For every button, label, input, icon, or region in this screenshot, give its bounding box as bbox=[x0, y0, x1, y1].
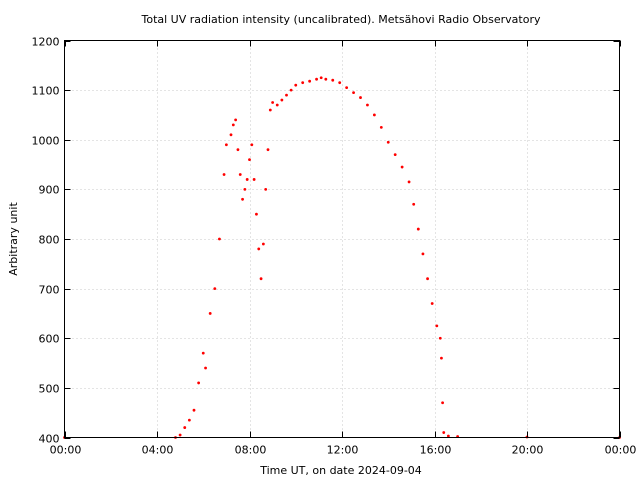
data-point bbox=[442, 431, 446, 434]
data-point bbox=[192, 408, 196, 412]
data-point bbox=[331, 78, 335, 82]
data-point bbox=[183, 426, 187, 429]
data-point bbox=[345, 86, 349, 90]
x-tick-label: 00:00 bbox=[50, 444, 82, 457]
data-point bbox=[208, 312, 212, 315]
data-point bbox=[441, 401, 444, 405]
data-point bbox=[407, 180, 411, 184]
data-point bbox=[416, 227, 420, 231]
chart-title: Total UV radiation intensity (uncalibrat… bbox=[141, 13, 541, 26]
x-tick-label: 16:00 bbox=[420, 444, 452, 457]
data-point bbox=[222, 173, 226, 176]
data-point bbox=[308, 79, 312, 83]
data-point bbox=[280, 98, 284, 102]
data-point bbox=[338, 81, 342, 85]
data-point bbox=[315, 77, 318, 81]
y-tick-label: 600 bbox=[39, 333, 60, 346]
data-point bbox=[261, 242, 265, 246]
data-points bbox=[63, 76, 621, 439]
axes: 400 500 600 700 800 900 1000 1100 1200 00:00 04:00… bbox=[32, 36, 637, 457]
data-point bbox=[234, 118, 238, 122]
x-tick-label: 12:00 bbox=[327, 444, 359, 457]
data-point bbox=[259, 277, 263, 281]
data-point bbox=[438, 336, 442, 340]
data-point bbox=[352, 91, 355, 95]
y-tick-label: 1200 bbox=[32, 36, 60, 49]
x-tick-label: 08:00 bbox=[235, 444, 267, 457]
data-point bbox=[294, 83, 298, 87]
data-point bbox=[178, 433, 182, 437]
data-point bbox=[243, 187, 247, 191]
data-point bbox=[421, 252, 425, 256]
data-point bbox=[245, 178, 249, 181]
data-point bbox=[440, 356, 443, 360]
data-point bbox=[236, 148, 240, 152]
data-point bbox=[197, 381, 201, 385]
data-point bbox=[224, 143, 228, 147]
data-point bbox=[248, 158, 251, 162]
y-tick-label: 800 bbox=[39, 234, 60, 247]
data-point bbox=[204, 366, 207, 370]
x-tick-label: 00:00 bbox=[605, 444, 637, 457]
y-tick-label: 700 bbox=[39, 284, 60, 297]
data-point bbox=[393, 153, 397, 157]
data-point bbox=[435, 324, 439, 328]
data-point bbox=[319, 76, 323, 80]
data-point bbox=[446, 434, 450, 438]
data-point bbox=[359, 96, 362, 99]
data-point bbox=[255, 212, 258, 216]
data-point bbox=[400, 165, 404, 169]
data-point bbox=[412, 202, 416, 206]
data-point bbox=[275, 103, 279, 107]
data-point bbox=[257, 247, 261, 251]
data-point bbox=[187, 418, 191, 422]
data-point bbox=[238, 173, 242, 176]
x-tick-label: 04:00 bbox=[142, 444, 174, 457]
data-point bbox=[252, 178, 256, 181]
data-point bbox=[218, 237, 221, 241]
data-point bbox=[372, 113, 376, 117]
grid-lines bbox=[64, 40, 620, 438]
y-tick-label: 1100 bbox=[32, 85, 60, 98]
data-point bbox=[264, 187, 268, 191]
data-point bbox=[289, 88, 293, 92]
y-tick-label: 1000 bbox=[32, 135, 60, 148]
y-tick-label: 900 bbox=[39, 184, 60, 197]
data-point bbox=[268, 108, 272, 112]
x-axis-label: Time UT, on date 2024-09-04 bbox=[259, 464, 422, 477]
plot-frame bbox=[64, 40, 620, 438]
y-tick-label: 400 bbox=[39, 433, 60, 446]
data-point bbox=[266, 148, 270, 152]
y-tick-label: 500 bbox=[39, 383, 60, 396]
data-point bbox=[324, 77, 328, 81]
data-point bbox=[241, 197, 244, 201]
data-point bbox=[271, 101, 275, 104]
data-point bbox=[301, 81, 305, 85]
data-point bbox=[426, 277, 429, 281]
data-point bbox=[229, 133, 233, 137]
x-tick-label: 20:00 bbox=[512, 444, 544, 457]
data-point bbox=[285, 93, 288, 97]
y-axis-label: Arbitrary unit bbox=[7, 202, 20, 276]
data-point bbox=[386, 140, 390, 144]
data-point bbox=[366, 103, 369, 107]
data-point bbox=[379, 125, 383, 129]
data-point bbox=[250, 143, 254, 147]
data-point bbox=[231, 123, 235, 127]
data-point bbox=[430, 302, 434, 305]
data-point bbox=[201, 351, 205, 355]
data-point bbox=[213, 287, 217, 291]
